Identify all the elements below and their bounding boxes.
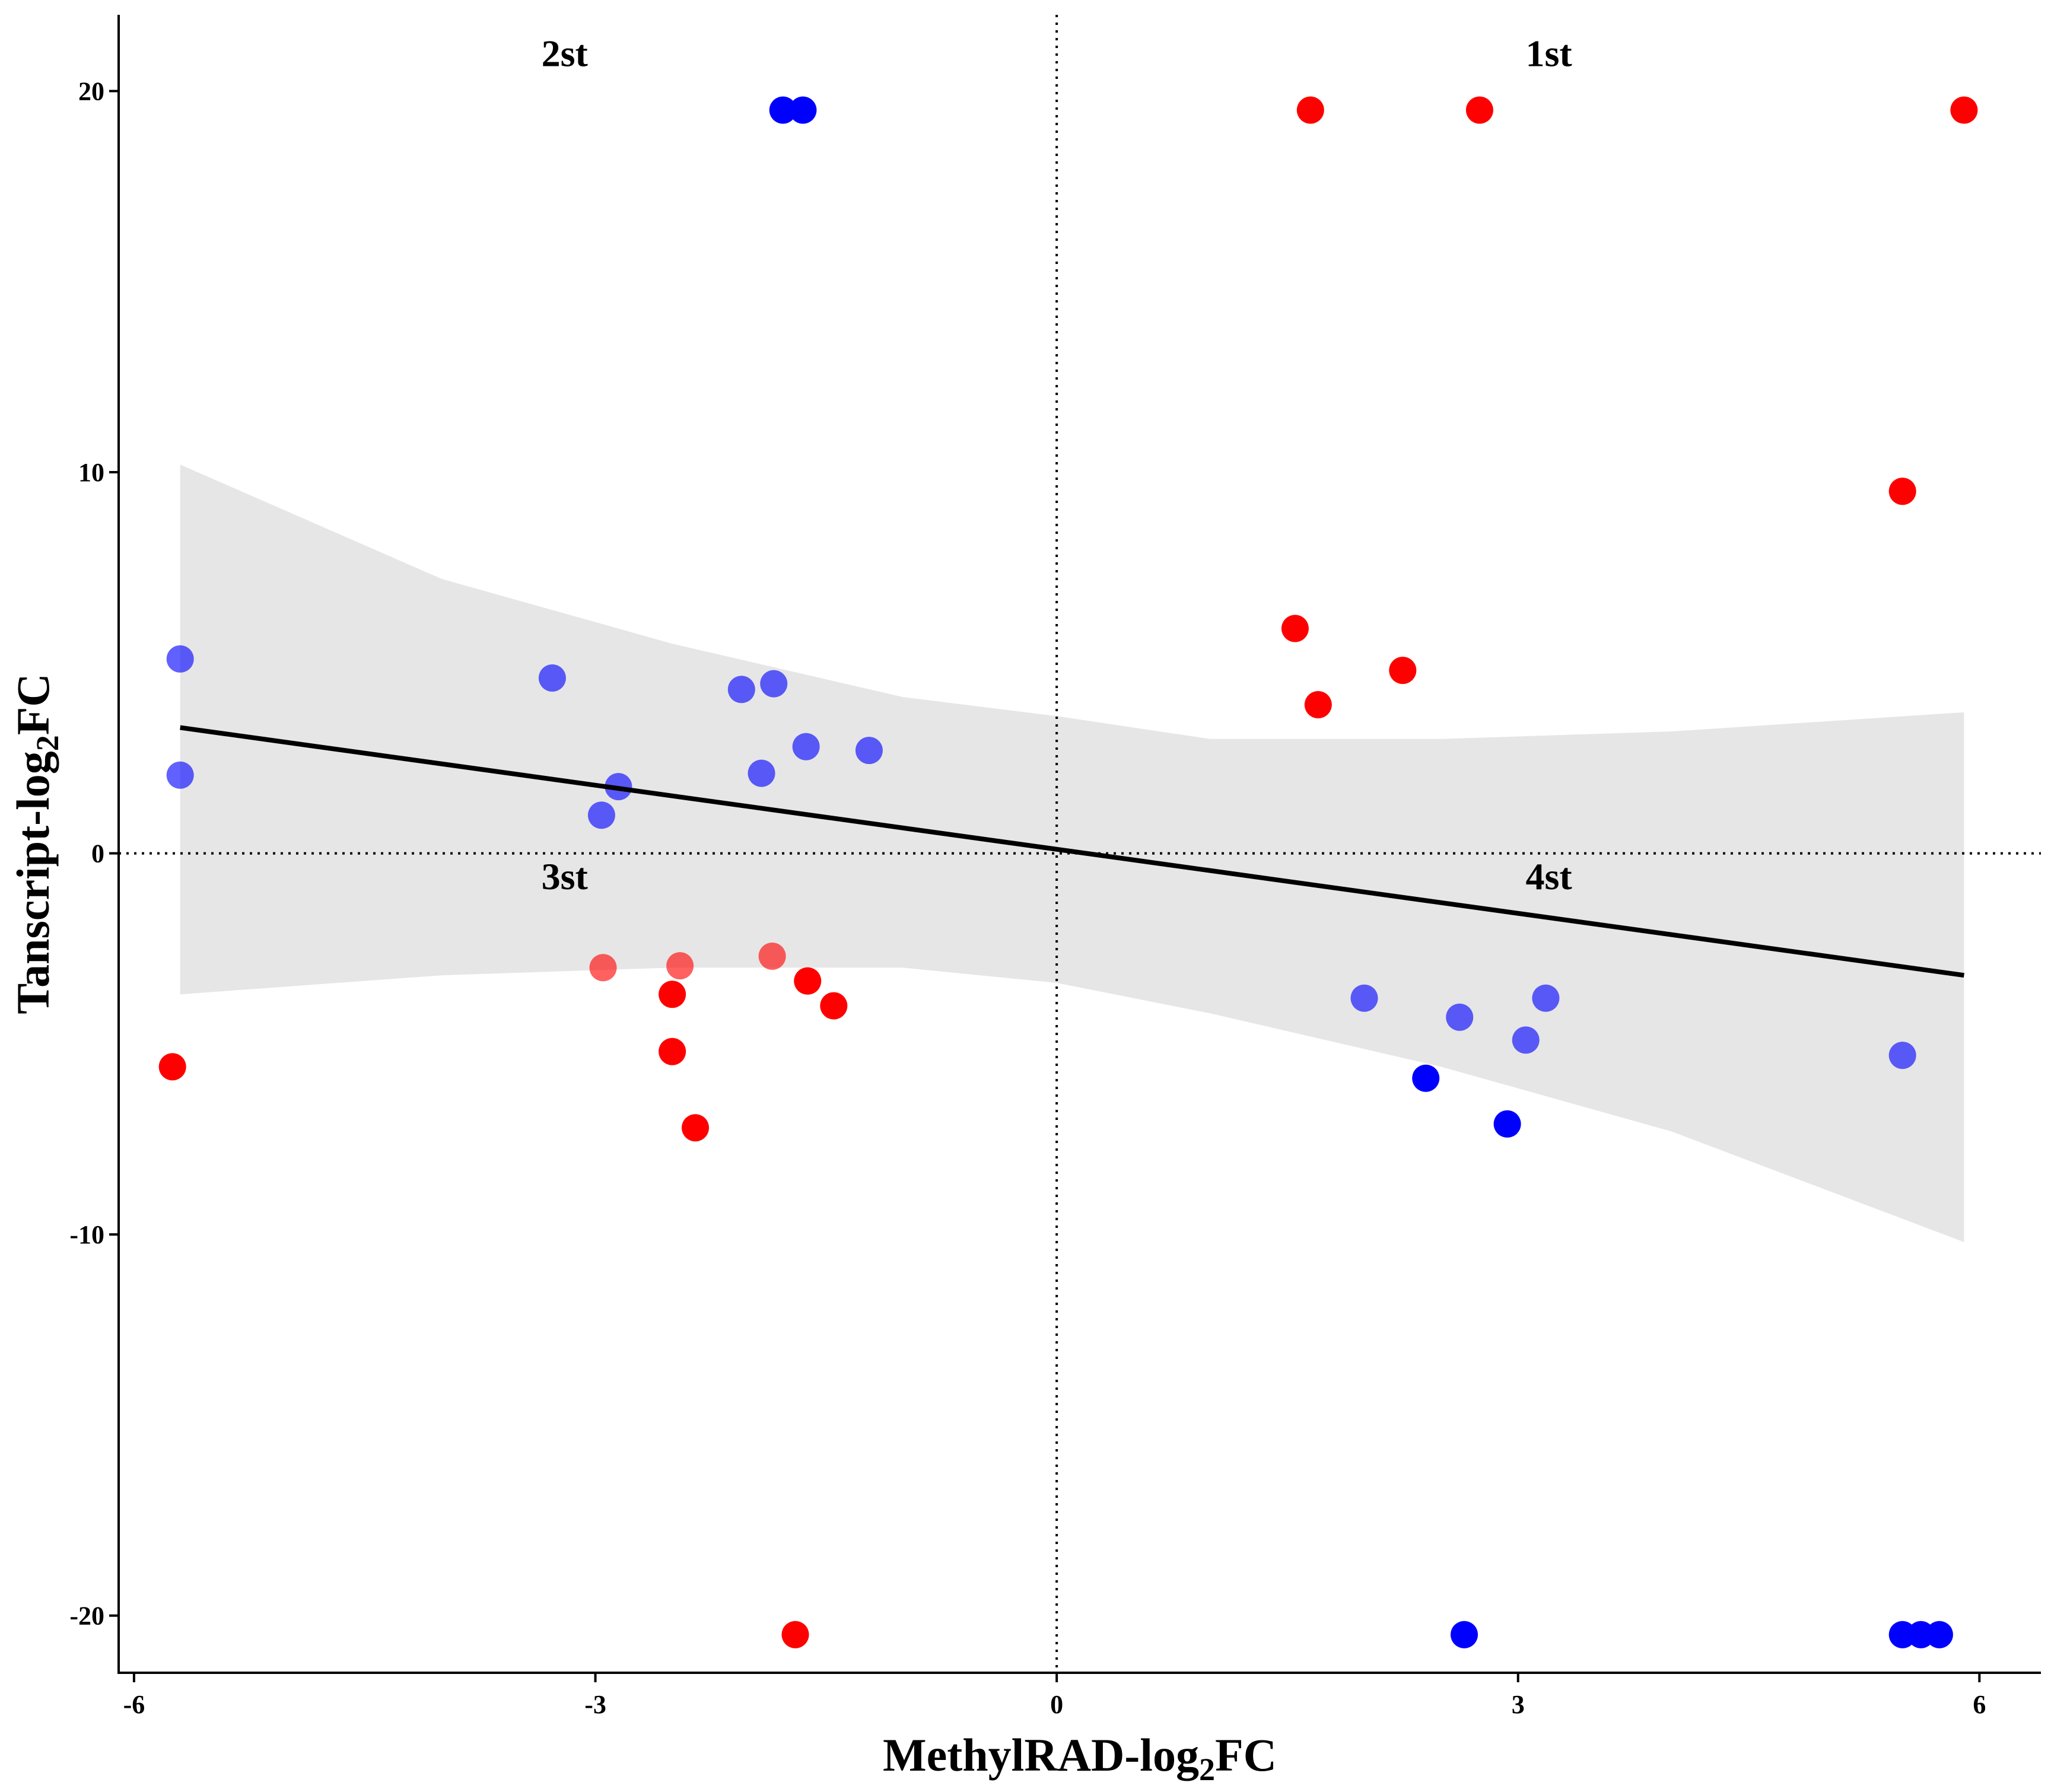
blue-point-4: [727, 676, 755, 704]
blue-point-9: [748, 759, 775, 787]
x-axis-title: MethylRAD-log2FC: [883, 1729, 1277, 1787]
blue-point-13: [1532, 984, 1560, 1012]
blue-point-11: [587, 801, 615, 829]
red-point-3: [1888, 478, 1916, 505]
red-point-4: [1281, 615, 1309, 642]
y-tick-label: 20: [78, 77, 104, 106]
quadrant-label: 4st: [1525, 855, 1572, 897]
x-tick-label: -6: [123, 1690, 145, 1719]
red-point-9: [758, 943, 786, 970]
blue-point-18: [1493, 1110, 1521, 1138]
blue-point-22: [1925, 1621, 1953, 1648]
blue-point-1: [789, 96, 817, 124]
blue-point-12: [1350, 984, 1378, 1012]
blue-point-5: [760, 670, 788, 698]
blue-point-2: [166, 645, 194, 673]
red-point-8: [666, 952, 694, 980]
red-point-0: [1296, 96, 1324, 124]
red-point-1: [1465, 96, 1493, 124]
y-tick-label: 0: [91, 839, 104, 868]
blue-point-14: [1446, 1003, 1474, 1031]
x-tick-label: 3: [1512, 1690, 1525, 1719]
quadrant-label: 1st: [1525, 32, 1572, 74]
blue-point-7: [855, 737, 883, 765]
blue-point-3: [538, 664, 566, 692]
reference-lines-layer: [119, 15, 2041, 1673]
y-axis-title: Tanscript-log2FC: [7, 673, 65, 1014]
regression-line: [180, 725, 1964, 978]
red-point-10: [659, 981, 686, 1008]
quadrant-label: 2st: [542, 32, 589, 74]
red-point-6: [1304, 691, 1332, 718]
red-point-11: [794, 967, 822, 995]
x-tick-label: 6: [1973, 1690, 1986, 1719]
red-point-5: [1389, 657, 1417, 685]
red-point-7: [589, 954, 617, 982]
data-points-layer: [158, 96, 1978, 1648]
red-point-16: [781, 1621, 809, 1648]
blue-point-17: [1412, 1064, 1440, 1092]
blue-point-6: [792, 733, 820, 760]
red-point-2: [1950, 96, 1978, 124]
y-tick-label: -20: [69, 1602, 104, 1631]
y-tick-label: 10: [78, 458, 104, 487]
x-tick-label: -3: [584, 1690, 606, 1719]
red-point-12: [820, 992, 848, 1020]
axes-layer: [109, 15, 2041, 1682]
labels-layer: -6 -3 0 3 6 20 10 0 -10 -20 1st 2st 3st 4st MethylRAD-…: [7, 32, 1986, 1787]
red-point-13: [659, 1037, 686, 1065]
blue-point-8: [166, 761, 194, 789]
regression-line-layer: [180, 725, 1964, 978]
red-point-15: [158, 1053, 186, 1081]
blue-point-15: [1512, 1026, 1540, 1054]
blue-point-19: [1451, 1621, 1478, 1648]
quadrant-label: 3st: [542, 855, 589, 897]
x-tick-label: 0: [1050, 1690, 1063, 1719]
blue-point-0: [769, 96, 797, 124]
red-point-14: [682, 1114, 709, 1142]
y-tick-label: -10: [69, 1220, 104, 1249]
blue-point-16: [1888, 1042, 1916, 1070]
